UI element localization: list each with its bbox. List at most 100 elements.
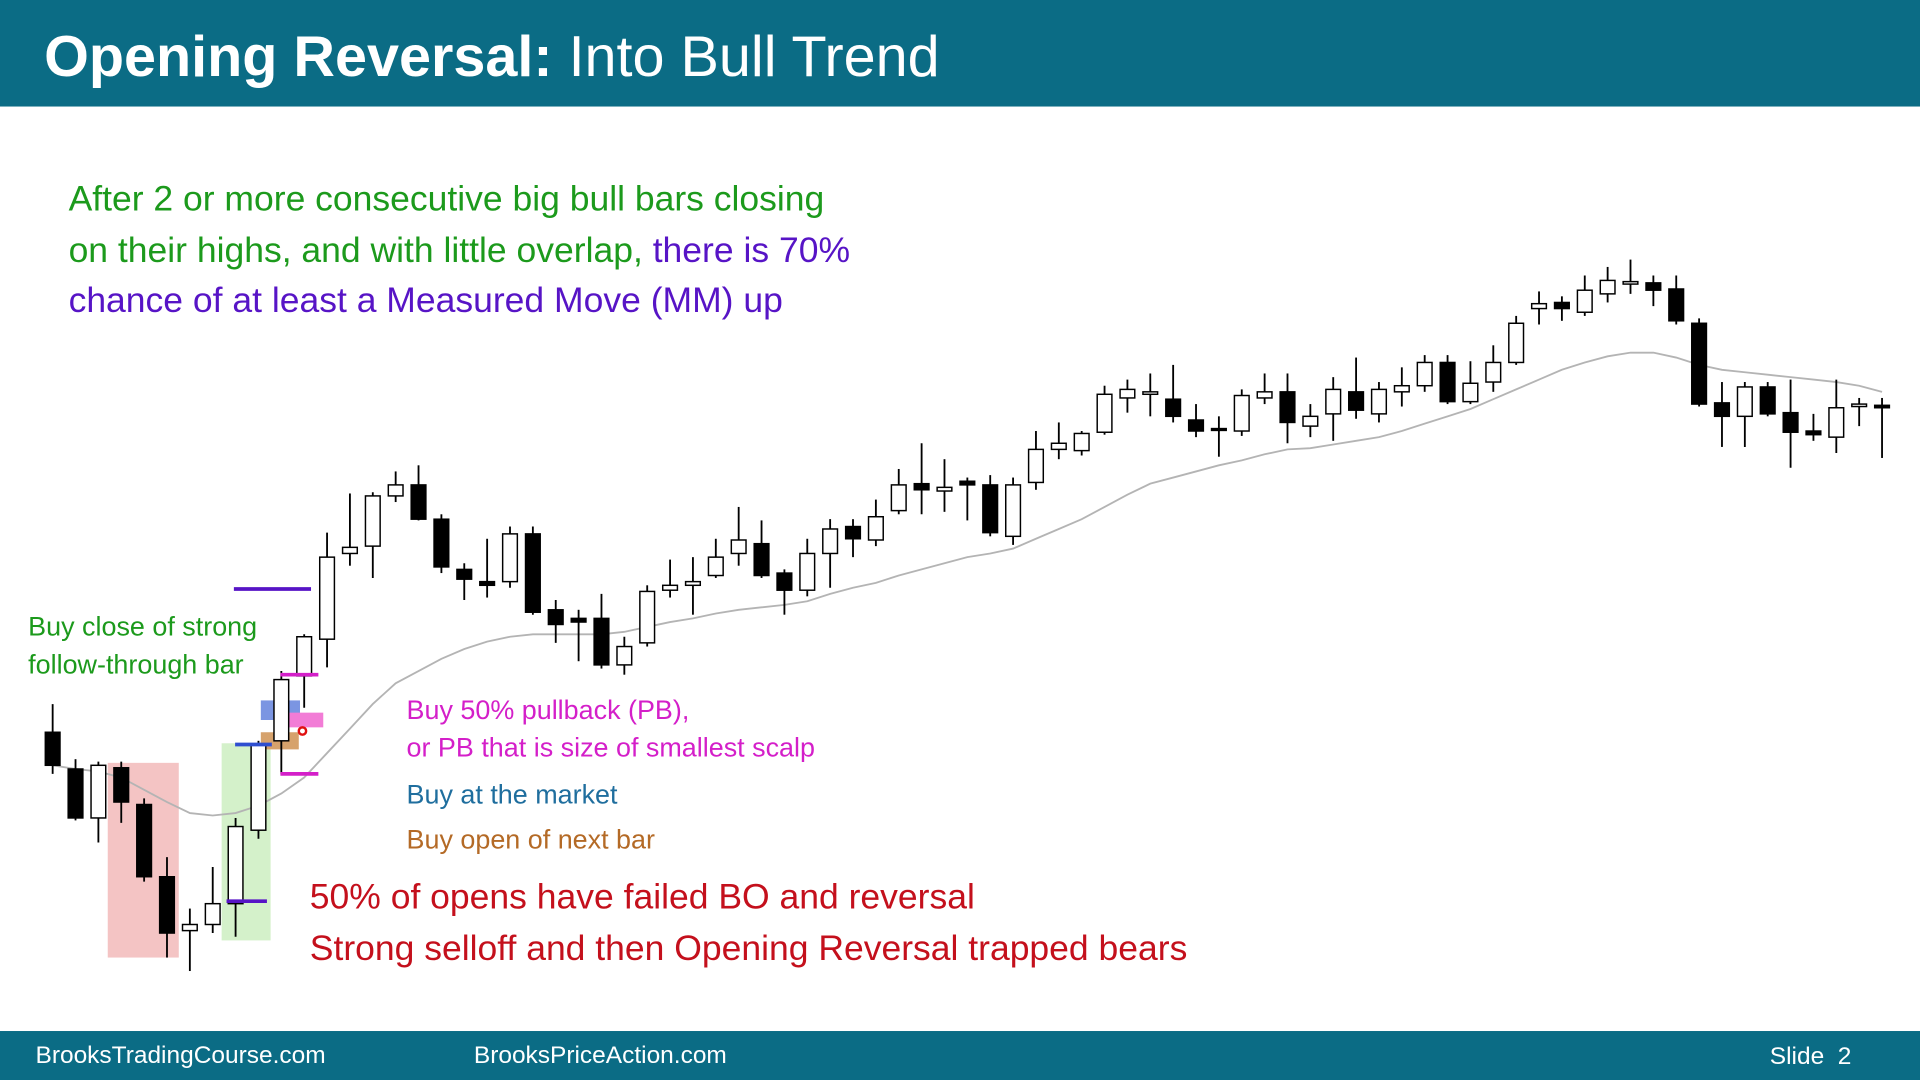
candle-body [890,484,907,512]
candle-body [730,539,747,555]
candle-body [204,902,221,926]
note-line-1: After 2 or more consecutive big bull bar… [69,179,825,219]
candle-body [639,590,656,644]
candle-body [1873,404,1891,409]
candle-body [684,580,702,587]
candle-body [547,609,564,626]
buy-pb-1: Buy 50% pullback (PB), [407,695,690,725]
moving-average [52,351,1883,817]
candle-body [136,803,153,878]
candle-body [44,731,61,767]
failed-bo-2: Strong selloff and then Opening Reversal… [310,928,1188,968]
candle-body [959,480,976,486]
candle-body [90,764,107,819]
note-line-3: chance of at least a Measured Move (MM) … [69,280,783,320]
header-title: Opening Reversal: Into Bull Trend [44,25,940,89]
candle-body [1096,393,1113,433]
candle-body [661,584,679,591]
candle-body [1256,391,1273,399]
candle-body [913,482,930,491]
candle-body [113,767,130,803]
candle-body [1622,280,1639,285]
candle-body [456,568,473,580]
candle-body [1073,432,1090,452]
note-line-2: on their highs, and with little overlap,… [69,230,850,270]
candle-body [250,743,267,831]
candle-body [1142,391,1159,396]
candle-body [1553,301,1570,310]
candle-body [753,542,770,577]
candle-body [1485,361,1502,383]
candle-body [707,556,724,577]
candle-body [1416,361,1433,387]
candle-body [616,645,633,666]
buy-pb-2: or PB that is size of smallest scalp [407,733,815,763]
candle-body [982,484,999,534]
buy-close-2: follow-through bar [28,649,244,679]
candle-body [433,518,450,568]
footer-middle: BrooksPriceAction.com [474,1042,727,1069]
candle-body [1805,430,1822,436]
candle-body [822,528,839,555]
footer-bar [0,1031,1920,1080]
candle-body [318,556,336,640]
candle-body [181,923,198,932]
candle-body [1210,427,1227,432]
note-purple: there is 70% [653,230,850,270]
candle-body [273,678,290,742]
candle-body [867,516,884,541]
candle-body [501,533,519,583]
candle-body [1348,391,1365,411]
candle-body [1599,279,1616,295]
candle-body [1370,388,1388,415]
candle-body [1233,394,1250,432]
candle-body [799,552,816,591]
candle-body [1576,289,1593,313]
candle-body [844,525,862,540]
candle-body [1668,288,1685,322]
pullback-box [284,712,324,728]
title-bold: Opening Reversal: [44,25,552,89]
candle-body [341,546,359,555]
candle-body [570,617,587,623]
candle-body [1759,386,1776,415]
candle-body [593,617,610,666]
candle-body [1279,391,1296,424]
candle-body [1782,411,1799,433]
candle-body [387,484,404,497]
candle-body [1027,448,1045,484]
candle-body [1393,384,1410,393]
candle-body [1851,403,1868,408]
candle-body [776,572,793,591]
buy-market: Buy at the market [407,779,619,809]
candle-body [1050,442,1067,451]
candle-body [227,825,244,905]
candle-body [1508,322,1525,364]
candle-body [1119,388,1136,399]
candle-body [67,768,84,819]
buy-open: Buy open of next bar [407,825,655,855]
buy-close-1: Buy close of strong [28,612,257,642]
candle-body [1187,419,1205,432]
candle-body [410,484,427,520]
candle-body [1530,302,1548,310]
candle-body [936,486,953,492]
failed-bo-1: 50% of opens have failed BO and reversal [310,877,975,917]
header-bar [0,0,1920,107]
candle-body [1713,402,1731,418]
note-green: on their highs, and with little overlap, [69,230,643,270]
entry-dot [297,726,308,736]
slide-number: Slide 2 [1770,1043,1852,1070]
candle-body [1645,282,1662,291]
candle-body [1302,415,1319,427]
candle-body [479,580,496,587]
candle-body [1828,407,1845,438]
candle-body [1691,322,1708,405]
candles [44,259,1891,972]
candle-body [158,876,176,934]
candle-body [296,636,313,677]
candle-body [1736,386,1753,418]
candle-body [364,495,381,547]
